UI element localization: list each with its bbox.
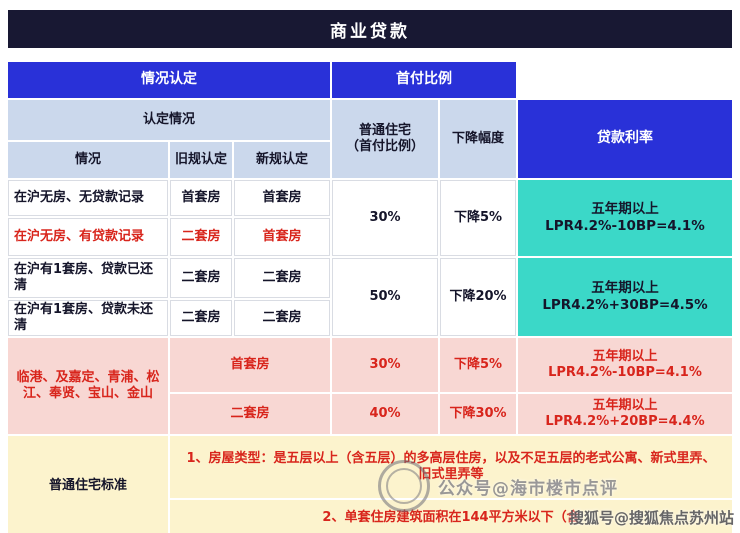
rate-formula: LPR4.2%+30BP=4.5%	[542, 297, 708, 313]
table-cell-old-rule: 二套房	[170, 258, 232, 298]
header-determination: 认定情况	[8, 100, 330, 140]
table-row-situation: 在沪有1套房、贷款未还清	[8, 300, 168, 336]
loan-rate-cell: 五年期以上 LPR4.2%+30BP=4.5%	[518, 258, 732, 336]
header-situation: 情况	[8, 142, 168, 178]
suburb-type-cell: 二套房	[170, 394, 330, 434]
header-loan-rate: 贷款利率	[518, 100, 732, 178]
drop-cell: 下降20%	[440, 258, 516, 336]
table-row-situation: 在沪无房、有贷款记录	[8, 218, 168, 256]
drop-cell: 下降5%	[440, 180, 516, 256]
suburb-down-payment-cell: 40%	[332, 394, 438, 434]
suburb-down-payment-cell: 30%	[332, 338, 438, 392]
table-cell-old-rule: 二套房	[170, 218, 232, 256]
header-normal-housing-line2: （首付比例）	[345, 139, 424, 154]
header-normal-housing-line1: 普通住宅	[358, 122, 411, 138]
table-cell-new-rule: 首套房	[234, 218, 330, 256]
header-old-rule: 旧规认定	[170, 142, 232, 178]
table-row-situation: 在沪有1套房、贷款已还清	[8, 258, 168, 298]
header-new-rule: 新规认定	[234, 142, 330, 178]
header-situation-group: 情况认定	[8, 62, 330, 98]
rate-formula: LPR4.2%+20BP=4.4%	[545, 414, 705, 429]
table-cell-old-rule: 二套房	[170, 300, 232, 336]
note-1: 1、房屋类型：是五层以上（含五层）的多高层住房，以及不足五层的老式公寓、新式里弄…	[170, 436, 732, 498]
header-normal-housing: 普通住宅 （首付比例）	[332, 100, 438, 178]
loan-table: 情况认定 首付比例 认定情况 普通住宅 （首付比例） 下降幅度 贷款利率 情况 …	[8, 62, 732, 533]
rate-term: 五年期以上	[592, 348, 658, 364]
table-cell-new-rule: 二套房	[234, 258, 330, 298]
table-cell-new-rule: 首套房	[234, 180, 330, 216]
rate-term: 五年期以上	[591, 201, 659, 218]
suburb-drop-cell: 下降30%	[440, 394, 516, 434]
table-cell-old-rule: 首套房	[170, 180, 232, 216]
note-2: 2、单套住房建筑面积在144平方米以下（含	[170, 500, 732, 533]
suburb-type-cell: 首套房	[170, 338, 330, 392]
suburb-rate-cell: 五年期以上 LPR4.2%-10BP=4.1%	[518, 338, 732, 392]
rate-term: 五年期以上	[592, 397, 658, 413]
rate-term: 五年期以上	[591, 280, 659, 297]
down-payment-cell: 50%	[332, 258, 438, 336]
suburb-rate-cell: 五年期以上 LPR4.2%+20BP=4.4%	[518, 394, 732, 434]
header-down-payment-group: 首付比例	[332, 62, 516, 98]
table-cell-new-rule: 二套房	[234, 300, 330, 336]
watermark-bottom-right: 搜狐号@搜狐焦点苏州站	[568, 509, 734, 527]
notes-label: 普通住宅标准	[8, 436, 168, 533]
header-drop-range: 下降幅度	[440, 100, 516, 178]
rate-formula: LPR4.2%-10BP=4.1%	[545, 218, 705, 234]
table-row-situation: 在沪无房、无贷款记录	[8, 180, 168, 216]
down-payment-cell: 30%	[332, 180, 438, 256]
page-title: 商业贷款	[8, 10, 732, 48]
loan-rate-cell: 五年期以上 LPR4.2%-10BP=4.1%	[518, 180, 732, 256]
suburb-drop-cell: 下降5%	[440, 338, 516, 392]
rate-formula: LPR4.2%-10BP=4.1%	[548, 365, 702, 380]
suburb-area-cell: 临港、及嘉定、青浦、松江、奉贤、宝山、金山	[8, 338, 168, 434]
